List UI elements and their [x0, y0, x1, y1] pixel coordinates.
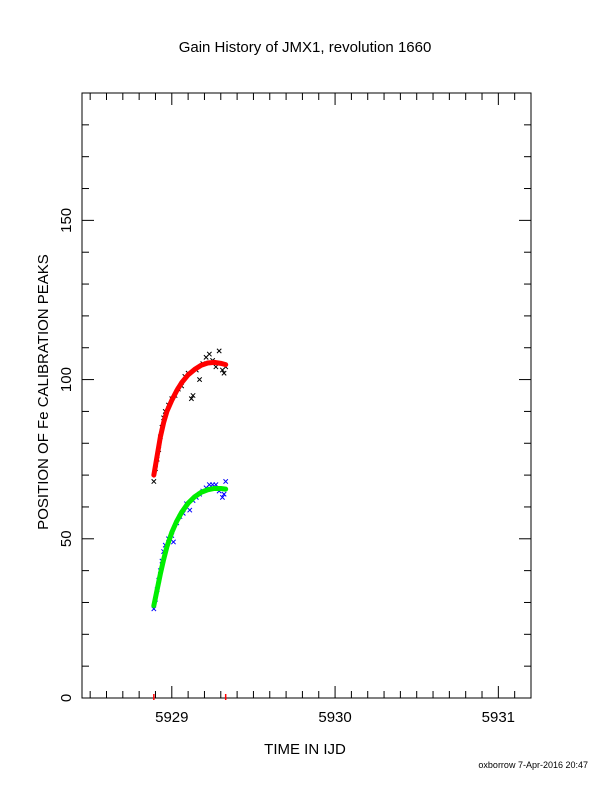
point-stroke — [190, 392, 196, 399]
point-stroke — [221, 370, 227, 376]
data-point-0 — [216, 348, 222, 354]
data-point-1 — [223, 478, 229, 485]
fit-curve-3 — [151, 485, 229, 609]
chart-title: Gain History of JMX1, revolution 1660 — [179, 39, 432, 56]
point-stroke — [197, 377, 203, 383]
point-stroke — [221, 491, 227, 497]
data-point-0 — [206, 351, 212, 357]
point-stroke — [151, 478, 157, 485]
fit-curve-2 — [151, 359, 229, 478]
x-tick-label: 5929 — [155, 709, 188, 726]
data-point-0 — [190, 392, 196, 399]
point-stroke — [216, 348, 222, 354]
data-point-1 — [219, 494, 225, 500]
data-point-1 — [221, 491, 227, 497]
point-stroke — [219, 494, 225, 500]
point-stroke — [206, 351, 212, 357]
axis-ticks — [82, 92, 532, 699]
x-tick-label: 5931 — [482, 709, 515, 726]
x-tick-label: 5930 — [318, 709, 351, 726]
data-point-0 — [213, 364, 219, 370]
data-marks — [151, 348, 229, 700]
point-stroke — [213, 364, 219, 370]
data-point-0 — [188, 396, 194, 402]
data-point-1 — [170, 539, 176, 545]
axis-tick-labels: 5929 5930 5931 0 50 100 150 — [58, 208, 515, 726]
data-point-0 — [197, 377, 203, 383]
plot-frame — [81, 92, 532, 699]
data-point-0 — [221, 370, 227, 376]
footer-credit: oxborrow 7-Apr-2016 20:47 — [478, 760, 588, 770]
point-stroke — [170, 539, 176, 545]
point-stroke — [188, 396, 194, 402]
y-tick-label: 100 — [58, 367, 75, 392]
y-tick-label: 50 — [58, 530, 75, 547]
point-stroke — [187, 507, 193, 513]
point-stroke — [223, 478, 229, 485]
data-point-1 — [187, 507, 193, 513]
data-point-0 — [151, 478, 157, 485]
y-tick-label: 0 — [58, 694, 75, 702]
y-tick-label: 150 — [58, 208, 75, 233]
x-axis-label: TIME IN IJD — [264, 741, 346, 758]
y-axis-label: POSITION OF Fe CALIBRATION PEAKS — [35, 254, 52, 530]
